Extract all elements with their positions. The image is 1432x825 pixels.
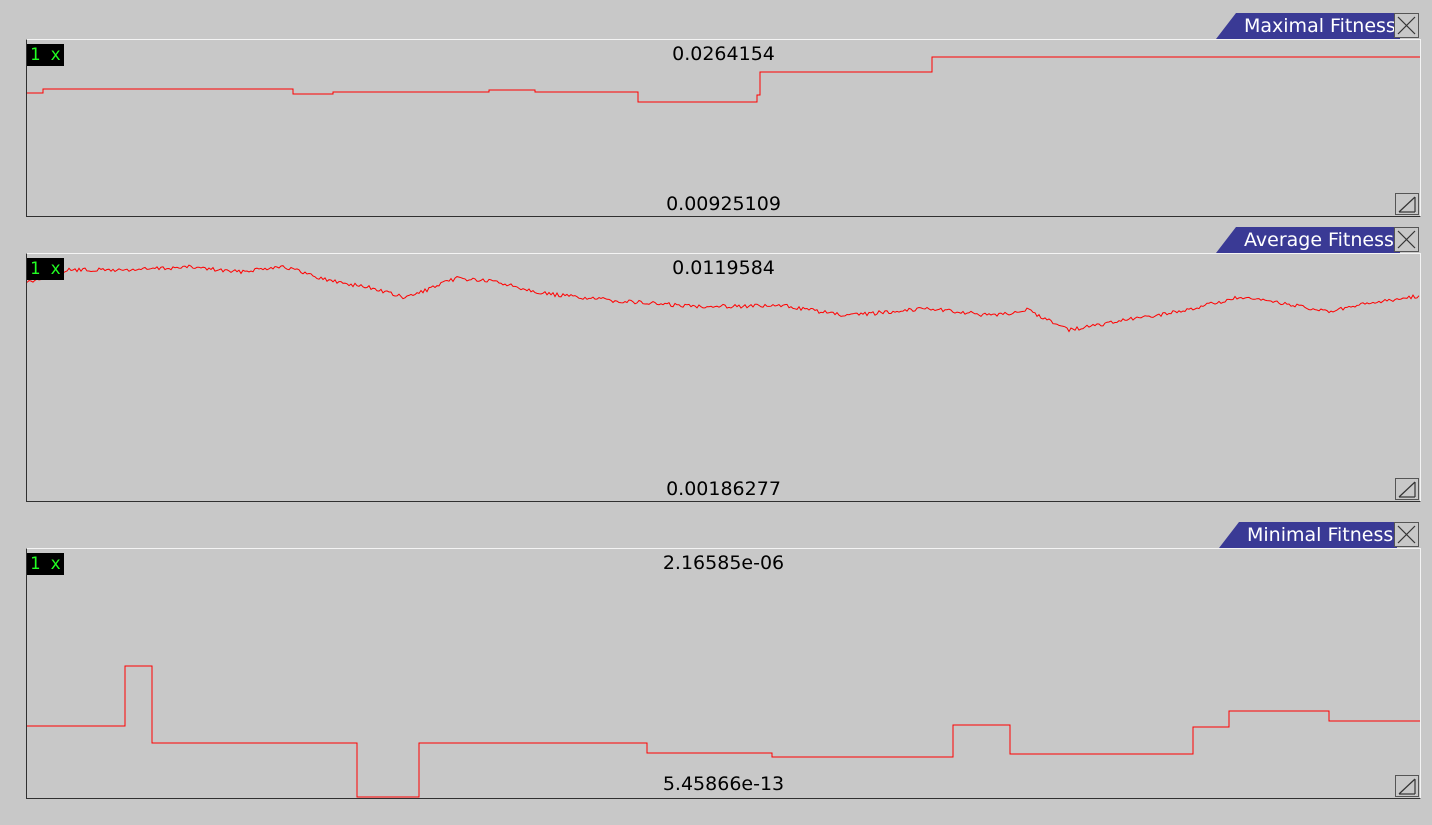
avg-fitness-chart <box>27 264 1420 333</box>
panel-max-title-tab[interactable]: Maximal Fitness <box>1216 13 1400 39</box>
resize-grip-icon <box>1398 196 1416 213</box>
panel-min-plot: 1 x 2.16585e-06 5.45866e-13 <box>26 548 1421 799</box>
panel-min-min-label: 5.45866e-13 <box>662 773 785 795</box>
panel-max-plot: 1 x 0.0264154 0.00925109 <box>26 39 1421 217</box>
panel-avg-title: Average Fitness <box>1244 229 1394 251</box>
resize-grip-icon <box>1398 778 1416 795</box>
panel-avg-zoom-indicator[interactable]: 1 x <box>27 258 64 280</box>
panel-avg-title-tab[interactable]: Average Fitness <box>1216 227 1400 253</box>
panel-max-resize-handle[interactable] <box>1395 193 1419 215</box>
panel-max-title: Maximal Fitness <box>1244 15 1396 37</box>
panel-min-resize-handle[interactable] <box>1395 775 1419 797</box>
panel-max-min-label: 0.00925109 <box>666 193 781 215</box>
panel-max-titlebar: Maximal Fitness <box>1216 13 1420 39</box>
close-icon <box>1397 230 1416 249</box>
panel-avg-resize-handle[interactable] <box>1395 478 1419 500</box>
panel-min-title: Minimal Fitness <box>1247 524 1394 546</box>
panel-max-max-label: 0.0264154 <box>672 43 775 65</box>
min-fitness-chart <box>27 665 1420 798</box>
panel-min-title-tab[interactable]: Minimal Fitness <box>1219 522 1397 548</box>
panel-avg-titlebar: Average Fitness <box>1216 227 1420 253</box>
avg-fitness-line <box>27 264 1420 333</box>
panel-avg-min-label: 0.00186277 <box>666 478 781 500</box>
min-fitness-line <box>27 665 1420 798</box>
max-fitness-line <box>27 56 1420 103</box>
panel-max-zoom-indicator[interactable]: 1 x <box>27 44 64 66</box>
panel-avg-close-button[interactable] <box>1394 227 1419 252</box>
max-fitness-chart <box>27 56 1420 103</box>
panel-max-close-button[interactable] <box>1394 13 1419 38</box>
close-icon <box>1397 525 1416 544</box>
close-icon <box>1397 16 1416 35</box>
panel-min-zoom-indicator[interactable]: 1 x <box>27 553 64 575</box>
panel-min-close-button[interactable] <box>1394 522 1419 547</box>
panel-min-titlebar: Minimal Fitness <box>1219 522 1420 548</box>
resize-grip-icon <box>1398 481 1416 498</box>
panel-min-max-label: 2.16585e-06 <box>662 552 785 574</box>
panel-avg-plot: 1 x 0.0119584 0.00186277 <box>26 253 1421 502</box>
panel-avg-max-label: 0.0119584 <box>672 257 775 279</box>
